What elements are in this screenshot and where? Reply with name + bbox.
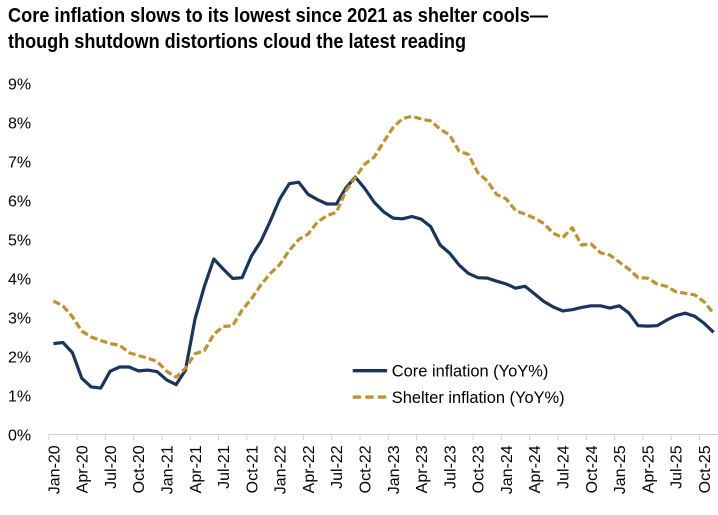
svg-text:Apr-24: Apr-24 [527,445,544,493]
svg-text:5%: 5% [8,232,31,249]
svg-text:Oct-24: Oct-24 [584,445,601,493]
svg-text:though shutdown distortions cl: though shutdown distortions cloud the la… [8,31,466,53]
svg-text:Oct-22: Oct-22 [358,445,375,493]
svg-text:7%: 7% [8,154,31,171]
svg-text:Shelter inflation (YoY%): Shelter inflation (YoY%) [392,389,565,407]
svg-text:8%: 8% [8,115,31,132]
svg-text:Jul-24: Jul-24 [556,445,573,489]
svg-text:Jan-24: Jan-24 [499,445,516,494]
svg-text:Jul-21: Jul-21 [216,445,233,489]
svg-text:Apr-21: Apr-21 [188,445,205,493]
svg-text:3%: 3% [8,310,31,327]
svg-text:Oct-25: Oct-25 [697,445,714,493]
svg-text:Jan-25: Jan-25 [612,445,629,494]
svg-text:Core inflation slows to its lo: Core inflation slows to its lowest since… [8,5,548,27]
svg-text:Jan-21: Jan-21 [160,445,177,494]
svg-text:Jul-22: Jul-22 [329,445,346,489]
svg-text:Apr-25: Apr-25 [640,445,657,493]
svg-text:Jul-25: Jul-25 [669,445,686,489]
svg-text:2%: 2% [8,349,31,366]
svg-text:0%: 0% [8,427,31,444]
svg-text:Core inflation (YoY%): Core inflation (YoY%) [392,363,549,381]
svg-text:Jan-23: Jan-23 [386,445,403,494]
svg-text:Apr-22: Apr-22 [301,445,318,493]
svg-text:9%: 9% [8,76,31,93]
svg-text:Jan-22: Jan-22 [273,445,290,494]
svg-text:1%: 1% [8,388,31,405]
svg-text:Jan-20: Jan-20 [46,445,63,494]
svg-text:Oct-23: Oct-23 [471,445,488,493]
svg-text:Apr-23: Apr-23 [414,445,431,493]
svg-text:Apr-20: Apr-20 [75,445,92,493]
svg-text:Jul-23: Jul-23 [442,445,459,489]
svg-text:4%: 4% [8,271,31,288]
svg-text:Oct-20: Oct-20 [131,445,148,493]
svg-text:Oct-21: Oct-21 [244,445,261,493]
svg-text:6%: 6% [8,193,31,210]
svg-text:Jul-20: Jul-20 [103,445,120,489]
